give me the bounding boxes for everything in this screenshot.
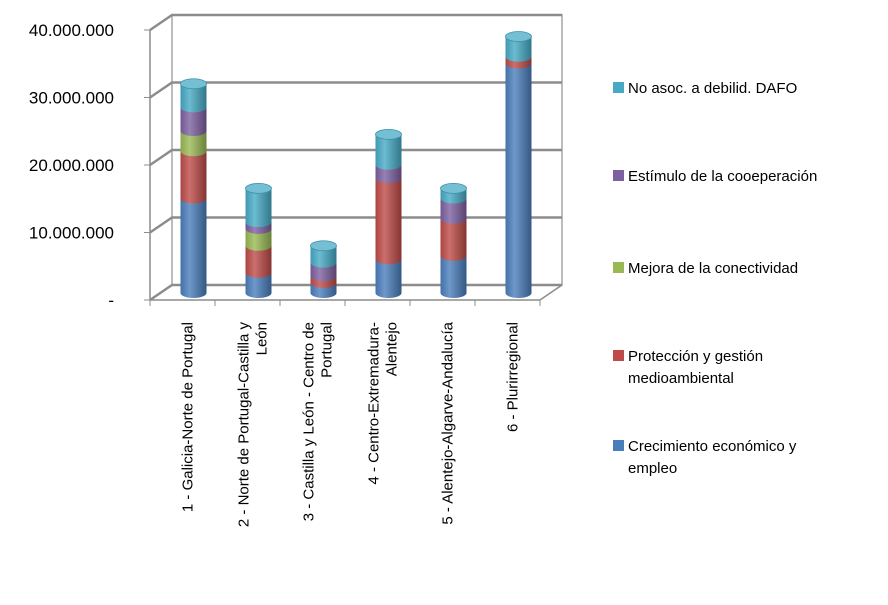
legend-label: No asoc. a debilid. DAFO <box>628 80 797 97</box>
bar-segment-body <box>180 151 207 204</box>
bar-top-cap <box>180 78 207 90</box>
bar-segment <box>375 259 402 298</box>
bar-segment <box>440 218 467 261</box>
x-tick-label: 5 - Alentejo-Algarve-Andalucía <box>440 321 457 524</box>
y-tick-label: - <box>108 291 114 310</box>
gridline <box>149 148 562 167</box>
legend-label: Mejora de la conectividad <box>628 260 798 277</box>
bar-segment <box>505 63 532 298</box>
legend-swatch <box>613 262 624 273</box>
legend-item: No asoc. a debilid. DAFO <box>613 80 797 97</box>
y-tick-labels: - 10.000.000 20.000.000 30.000.000 40.000.00… <box>29 21 114 310</box>
x-tick-label: 4 - Centro-Extremadura-Alentejo <box>366 322 401 485</box>
bar-segment-body <box>375 164 402 184</box>
x-tick-labels: 1 - Galicia-Norte de Portugal 2 - Norte d… <box>180 321 522 527</box>
legend-item: Crecimiento económico y empleo <box>613 438 797 477</box>
bar-top-cap <box>245 182 272 194</box>
bar-segment-body <box>180 83 207 113</box>
legend-label: Protección y gestión medioambiental <box>628 348 763 387</box>
legend-swatch <box>613 350 624 361</box>
bar-segment <box>245 245 272 278</box>
bar-segment-body <box>375 178 402 265</box>
x-tick-label: 2 - Norte de Portugal-Castilla yLeón <box>236 322 271 528</box>
y-tick-label: 30.000.000 <box>29 89 114 108</box>
bar-segment-body <box>245 188 272 228</box>
bar-segment <box>180 151 207 204</box>
legend-item: Protección y gestión medioambiental <box>613 348 763 387</box>
bar-segment <box>310 245 337 268</box>
bar-segment-body <box>180 131 207 157</box>
legend-label: Estímulo de la cooeperación <box>628 168 817 185</box>
bar-segment <box>375 164 402 184</box>
bar-segment-body <box>440 198 467 224</box>
gridline <box>149 283 562 302</box>
bar-segment <box>245 272 272 298</box>
y-tick-label: 40.000.000 <box>29 21 114 40</box>
x-tick-label: 3 - Castilla y León - Centro dePortugal <box>301 322 336 521</box>
legend-swatch <box>613 440 624 451</box>
bar-segment <box>180 83 207 113</box>
bar-segment <box>245 188 272 228</box>
bar-segment <box>310 262 337 282</box>
gridline <box>149 216 562 234</box>
bar-top-cap <box>310 240 337 252</box>
gridlines <box>149 13 562 302</box>
legend-item: Estímulo de la cooeperación <box>613 168 817 185</box>
bar-segment <box>180 131 207 157</box>
bars <box>180 31 532 298</box>
legend: No asoc. a debilid. DAFO Estímulo de la c… <box>613 80 817 477</box>
bar-segment-body <box>505 36 532 62</box>
bar-segment <box>180 107 207 136</box>
bar-top-cap <box>375 128 402 140</box>
bar-segment-body <box>440 218 467 261</box>
bar-segment-body <box>310 245 337 268</box>
x-axis <box>150 284 563 301</box>
x-tick-label: 6 - Plurirregional <box>505 322 522 432</box>
bar-segment <box>505 36 532 62</box>
bar-segment-body <box>245 245 272 278</box>
bar-segment <box>375 134 402 170</box>
bar-segment-body <box>180 198 207 298</box>
bar-top-cap <box>505 31 532 42</box>
y-tick-label: 20.000.000 <box>29 156 114 175</box>
bar-segment <box>440 198 467 224</box>
bar-segment <box>375 178 402 265</box>
bar-segment <box>245 228 272 251</box>
bar-segment-body <box>245 272 272 298</box>
gridline <box>149 81 562 99</box>
bar-segment-body <box>505 63 532 298</box>
legend-swatch <box>613 170 624 181</box>
bar-segment <box>440 255 467 298</box>
legend-label: Crecimiento económico y empleo <box>628 438 797 477</box>
legend-swatch <box>613 82 624 93</box>
y-tick-label: 10.000.000 <box>29 224 114 243</box>
legend-item: Mejora de la conectividad <box>613 260 798 277</box>
bar-segment-body <box>180 107 207 136</box>
gridline <box>149 13 562 32</box>
bar-segment-body <box>440 255 467 298</box>
bar-top-cap <box>440 182 467 194</box>
x-tick-label: 1 - Galicia-Norte de Portugal <box>180 322 197 512</box>
axes <box>144 29 563 306</box>
bar-segment-body <box>245 228 272 251</box>
bar-segment-body <box>375 259 402 298</box>
bar-segment <box>180 198 207 298</box>
bar-segment-body <box>310 262 337 282</box>
bar-segment-body <box>375 134 402 170</box>
